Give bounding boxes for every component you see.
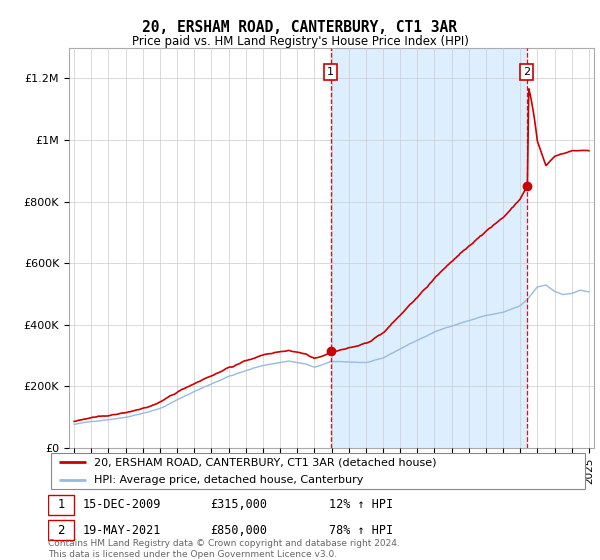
- Text: £850,000: £850,000: [210, 524, 267, 536]
- Text: HPI: Average price, detached house, Canterbury: HPI: Average price, detached house, Cant…: [94, 475, 363, 485]
- FancyBboxPatch shape: [48, 520, 74, 540]
- Text: 12% ↑ HPI: 12% ↑ HPI: [329, 498, 393, 511]
- Text: 20, ERSHAM ROAD, CANTERBURY, CT1 3AR: 20, ERSHAM ROAD, CANTERBURY, CT1 3AR: [143, 20, 458, 35]
- Text: £315,000: £315,000: [210, 498, 267, 511]
- Text: Price paid vs. HM Land Registry's House Price Index (HPI): Price paid vs. HM Land Registry's House …: [131, 35, 469, 48]
- Text: 2: 2: [523, 67, 530, 77]
- Text: 2: 2: [57, 524, 65, 536]
- Text: 1: 1: [327, 67, 334, 77]
- Text: 20, ERSHAM ROAD, CANTERBURY, CT1 3AR (detached house): 20, ERSHAM ROAD, CANTERBURY, CT1 3AR (de…: [94, 457, 436, 467]
- Bar: [331, 48, 527, 448]
- Text: 78% ↑ HPI: 78% ↑ HPI: [329, 524, 393, 536]
- FancyBboxPatch shape: [48, 495, 74, 515]
- Text: 19-MAY-2021: 19-MAY-2021: [83, 524, 161, 536]
- Text: 1: 1: [57, 498, 65, 511]
- Text: 15-DEC-2009: 15-DEC-2009: [83, 498, 161, 511]
- FancyBboxPatch shape: [50, 452, 586, 489]
- Text: Contains HM Land Registry data © Crown copyright and database right 2024.
This d: Contains HM Land Registry data © Crown c…: [48, 539, 400, 559]
